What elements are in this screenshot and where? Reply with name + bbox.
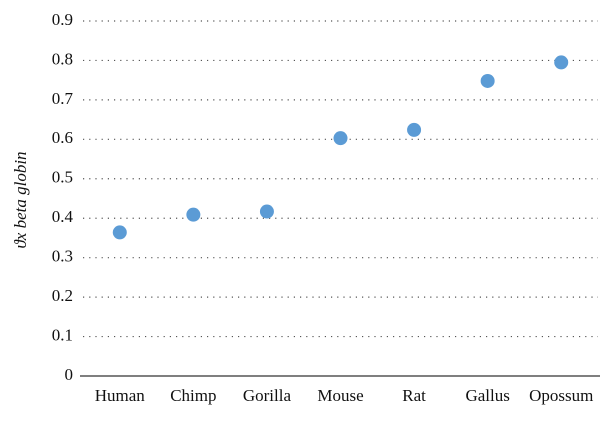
x-tick-label: Rat [402, 386, 426, 405]
y-tick-label: 0.6 [52, 128, 73, 147]
y-tick-label: 0 [65, 365, 74, 384]
dot [186, 207, 201, 222]
dot [259, 204, 274, 219]
x-tick-label: Opossum [529, 386, 593, 405]
x-tick-label: Gorilla [243, 386, 292, 405]
y-tick-label: 0.2 [52, 286, 73, 305]
dot [112, 225, 127, 240]
y-tick-label: 0.7 [52, 89, 74, 108]
dot [554, 55, 569, 70]
y-tick-label: 0.1 [52, 325, 73, 344]
y-tick-label: 0.9 [52, 10, 73, 29]
y-axis-label: ϑx beta globin [11, 151, 30, 248]
dot [333, 131, 348, 146]
x-tick-label: Chimp [170, 386, 216, 405]
dot [407, 122, 422, 137]
y-tick-label: 0.8 [52, 49, 73, 68]
y-tick-label: 0.4 [52, 207, 74, 226]
y-tick-label: 0.5 [52, 168, 73, 187]
x-tick-label: Gallus [465, 386, 509, 405]
dot [480, 73, 495, 88]
x-tick-label: Mouse [317, 386, 363, 405]
x-tick-label: Human [95, 386, 146, 405]
y-tick-label: 0.3 [52, 247, 73, 266]
